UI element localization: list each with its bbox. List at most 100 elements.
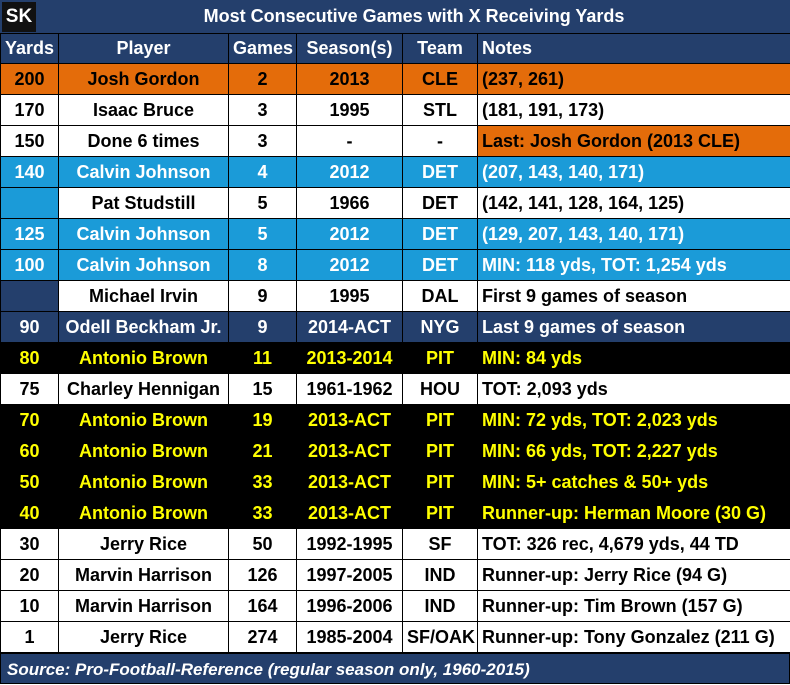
games-cell: 8 [229, 250, 297, 281]
notes-cell: (181, 191, 173) [478, 95, 790, 126]
notes-cell: Runner-up: Jerry Rice (94 G) [478, 560, 790, 591]
player-cell: Marvin Harrison [59, 591, 229, 622]
games-cell: 21 [229, 436, 297, 467]
seasons-cell: 1966 [297, 188, 403, 219]
notes-cell: (237, 261) [478, 64, 790, 95]
games-cell: 9 [229, 281, 297, 312]
games-cell: 3 [229, 95, 297, 126]
games-cell: 5 [229, 188, 297, 219]
column-header-seasons: Season(s) [297, 34, 403, 64]
seasons-cell: 2013-2014 [297, 343, 403, 374]
player-cell: Done 6 times [59, 126, 229, 157]
player-cell: Charley Hennigan [59, 374, 229, 405]
notes-cell: Runner-up: Herman Moore (30 G) [478, 498, 790, 529]
chart-title: Most Consecutive Games with X Receiving … [38, 0, 790, 33]
seasons-cell: 1997-2005 [297, 560, 403, 591]
yards-cell [1, 188, 59, 219]
team-cell: DET [403, 157, 478, 188]
games-cell: 33 [229, 467, 297, 498]
games-cell: 274 [229, 622, 297, 653]
player-cell: Josh Gordon [59, 64, 229, 95]
notes-cell: First 9 games of season [478, 281, 790, 312]
team-cell: STL [403, 95, 478, 126]
games-cell: 11 [229, 343, 297, 374]
games-cell: 5 [229, 219, 297, 250]
seasons-cell: 2013-ACT [297, 405, 403, 436]
player-cell: Michael Irvin [59, 281, 229, 312]
games-cell: 126 [229, 560, 297, 591]
games-cell: 9 [229, 312, 297, 343]
title-bar: SK Most Consecutive Games with X Receivi… [0, 0, 790, 33]
player-cell: Antonio Brown [59, 467, 229, 498]
seasons-cell: 1995 [297, 95, 403, 126]
seasons-cell: 2012 [297, 250, 403, 281]
seasons-cell: 2013 [297, 64, 403, 95]
yards-cell: 90 [1, 312, 59, 343]
team-cell: DAL [403, 281, 478, 312]
team-cell: DET [403, 219, 478, 250]
games-cell: 50 [229, 529, 297, 560]
team-cell: IND [403, 560, 478, 591]
notes-cell: (129, 207, 143, 140, 171) [478, 219, 790, 250]
notes-cell: (207, 143, 140, 171) [478, 157, 790, 188]
team-cell: SF [403, 529, 478, 560]
player-cell: Jerry Rice [59, 529, 229, 560]
player-cell: Jerry Rice [59, 622, 229, 653]
yards-cell: 50 [1, 467, 59, 498]
seasons-cell: 1961-1962 [297, 374, 403, 405]
games-cell: 19 [229, 405, 297, 436]
yards-cell: 80 [1, 343, 59, 374]
team-cell: DET [403, 188, 478, 219]
team-cell: PIT [403, 498, 478, 529]
stats-table: Yards Player Games Season(s) Team Notes … [0, 33, 790, 653]
games-cell: 3 [229, 126, 297, 157]
seasons-cell: 1992-1995 [297, 529, 403, 560]
yards-cell: 170 [1, 95, 59, 126]
notes-cell: Last: Josh Gordon (2013 CLE) [478, 126, 790, 157]
seasons-cell: 2013-ACT [297, 498, 403, 529]
player-cell: Antonio Brown [59, 343, 229, 374]
player-cell: Marvin Harrison [59, 560, 229, 591]
team-cell: IND [403, 591, 478, 622]
yards-cell: 20 [1, 560, 59, 591]
yards-cell: 1 [1, 622, 59, 653]
header-row: Yards Player Games Season(s) Team Notes [1, 34, 790, 64]
seasons-cell: 2014-ACT [297, 312, 403, 343]
notes-cell: TOT: 326 rec, 4,679 yds, 44 TD [478, 529, 790, 560]
yards-cell [1, 281, 59, 312]
seasons-cell: 2012 [297, 219, 403, 250]
games-cell: 164 [229, 591, 297, 622]
seasons-cell: 1996-2006 [297, 591, 403, 622]
notes-cell: TOT: 2,093 yds [478, 374, 790, 405]
player-cell: Calvin Johnson [59, 219, 229, 250]
seasons-cell: 2013-ACT [297, 467, 403, 498]
games-cell: 15 [229, 374, 297, 405]
notes-cell: Last 9 games of season [478, 312, 790, 343]
games-cell: 33 [229, 498, 297, 529]
column-header-team: Team [403, 34, 478, 64]
yards-cell: 60 [1, 436, 59, 467]
notes-cell: MIN: 72 yds, TOT: 2,023 yds [478, 405, 790, 436]
notes-cell: Runner-up: Tony Gonzalez (211 G) [478, 622, 790, 653]
yards-cell: 100 [1, 250, 59, 281]
notes-cell: MIN: 84 yds [478, 343, 790, 374]
team-cell: SF/OAK [403, 622, 478, 653]
yards-cell: 140 [1, 157, 59, 188]
seasons-cell: 2012 [297, 157, 403, 188]
yards-cell: 10 [1, 591, 59, 622]
player-cell: Odell Beckham Jr. [59, 312, 229, 343]
player-cell: Antonio Brown [59, 405, 229, 436]
player-cell: Antonio Brown [59, 436, 229, 467]
yards-cell: 70 [1, 405, 59, 436]
